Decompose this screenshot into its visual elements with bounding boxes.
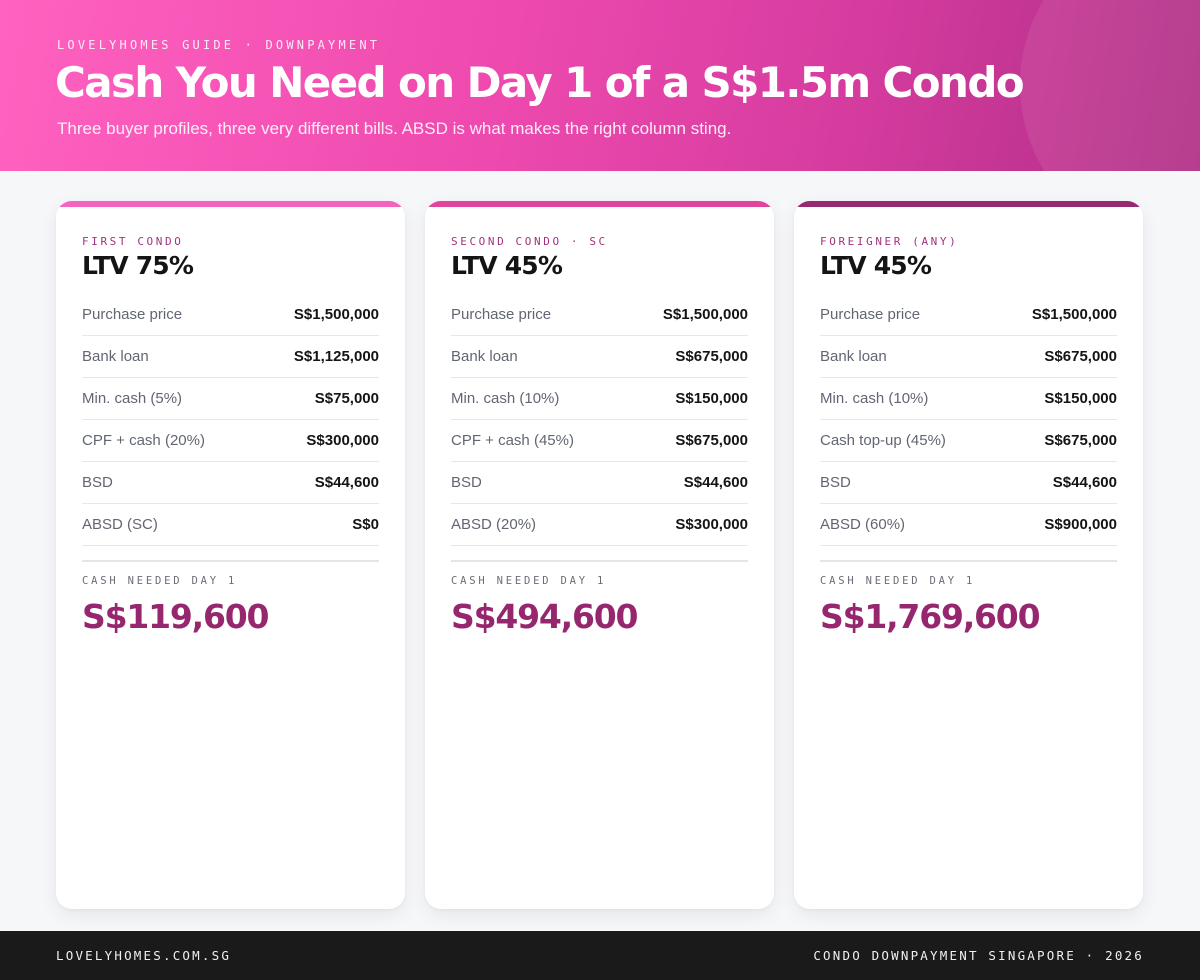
card-tag: SECOND CONDO · SC xyxy=(451,235,608,248)
breakdown-row: CPF + cash (20%) S$300,000 xyxy=(82,420,379,462)
decorative-circle xyxy=(1020,0,1200,171)
row-value: S$1,500,000 xyxy=(662,306,748,323)
row-label: Min. cash (10%) xyxy=(820,390,929,407)
page-title: Cash You Need on Day 1 of a S$1.5m Condo xyxy=(55,58,1025,107)
row-label: ABSD (60%) xyxy=(820,516,906,533)
footer-site-link[interactable]: LOVELYHOMES.COM.SG xyxy=(56,948,232,963)
hero-header: LOVELYHOMES GUIDE · DOWNPAYMENT Cash You… xyxy=(0,0,1200,171)
total-divider xyxy=(451,560,748,562)
breakdown-row: Bank loan S$1,125,000 xyxy=(82,336,379,378)
breakdown-row: BSD S$44,600 xyxy=(451,462,748,504)
row-value: S$675,000 xyxy=(675,432,748,449)
row-value: S$150,000 xyxy=(675,390,748,407)
breakdown-row: ABSD (SC) S$0 xyxy=(82,504,379,546)
header-kicker: LOVELYHOMES GUIDE · DOWNPAYMENT xyxy=(57,38,381,52)
total-value: S$1,769,600 xyxy=(820,597,1041,636)
row-value: S$0 xyxy=(352,516,379,533)
breakdown-row: Min. cash (5%) S$75,000 xyxy=(82,378,379,420)
row-value: S$300,000 xyxy=(675,516,748,533)
row-label: CPF + cash (20%) xyxy=(82,432,205,449)
card-tag: FOREIGNER (ANY) xyxy=(820,235,959,248)
row-label: BSD xyxy=(451,474,482,491)
breakdown-row: Bank loan S$675,000 xyxy=(451,336,748,378)
row-label: Min. cash (5%) xyxy=(82,390,183,407)
row-label: Bank loan xyxy=(451,348,518,365)
row-label: ABSD (SC) xyxy=(82,516,158,533)
total-label: CASH NEEDED DAY 1 xyxy=(451,575,607,587)
breakdown-row: Bank loan S$675,000 xyxy=(820,336,1117,378)
row-value: S$44,600 xyxy=(314,474,379,491)
breakdown-row: Min. cash (10%) S$150,000 xyxy=(820,378,1117,420)
row-value: S$1,500,000 xyxy=(1031,306,1117,323)
card-accent-bar xyxy=(425,201,774,207)
card-accent-bar xyxy=(794,201,1143,207)
breakdown-row: Min. cash (10%) S$150,000 xyxy=(451,378,748,420)
card-ltv: LTV 45% xyxy=(820,251,932,280)
row-label: ABSD (20%) xyxy=(451,516,537,533)
breakdown-row: Cash top-up (45%) S$675,000 xyxy=(820,420,1117,462)
cost-breakdown: Purchase price S$1,500,000 Bank loan S$1,1… xyxy=(82,294,379,546)
row-label: Purchase price xyxy=(451,306,552,323)
breakdown-row: ABSD (20%) S$300,000 xyxy=(451,504,748,546)
row-label: BSD xyxy=(82,474,113,491)
row-value: S$675,000 xyxy=(1044,432,1117,449)
row-label: Min. cash (10%) xyxy=(451,390,560,407)
row-value: S$300,000 xyxy=(306,432,379,449)
total-value: S$494,600 xyxy=(451,597,638,636)
total-divider xyxy=(82,560,379,562)
row-value: S$675,000 xyxy=(675,348,748,365)
row-value: S$1,500,000 xyxy=(293,306,379,323)
card-ltv: LTV 45% xyxy=(451,251,563,280)
breakdown-row: Purchase price S$1,500,000 xyxy=(451,294,748,336)
row-label: Cash top-up (45%) xyxy=(820,432,946,449)
card-foreigner: FOREIGNER (ANY) LTV 45% Purchase price S$… xyxy=(794,201,1143,909)
card-first-condo: FIRST CONDO LTV 75% Purchase price S$1,50… xyxy=(56,201,405,909)
card-accent-bar xyxy=(56,201,405,207)
footer: LOVELYHOMES.COM.SG CONDO DOWNPAYMENT SIN… xyxy=(0,931,1200,980)
row-label: Bank loan xyxy=(820,348,887,365)
total-value: S$119,600 xyxy=(82,597,269,636)
row-label: Purchase price xyxy=(820,306,921,323)
breakdown-row: CPF + cash (45%) S$675,000 xyxy=(451,420,748,462)
row-label: CPF + cash (45%) xyxy=(451,432,574,449)
breakdown-row: ABSD (60%) S$900,000 xyxy=(820,504,1117,546)
row-value: S$150,000 xyxy=(1044,390,1117,407)
row-label: Purchase price xyxy=(82,306,183,323)
row-value: S$900,000 xyxy=(1044,516,1117,533)
total-divider xyxy=(820,560,1117,562)
total-label: CASH NEEDED DAY 1 xyxy=(820,575,976,587)
breakdown-row: Purchase price S$1,500,000 xyxy=(82,294,379,336)
row-label: Bank loan xyxy=(82,348,149,365)
total-label: CASH NEEDED DAY 1 xyxy=(82,575,238,587)
row-value: S$44,600 xyxy=(683,474,748,491)
breakdown-row: BSD S$44,600 xyxy=(82,462,379,504)
row-label: BSD xyxy=(820,474,851,491)
cost-breakdown: Purchase price S$1,500,000 Bank loan S$675… xyxy=(451,294,748,546)
row-value: S$1,125,000 xyxy=(293,348,379,365)
row-value: S$675,000 xyxy=(1044,348,1117,365)
card-ltv: LTV 75% xyxy=(82,251,194,280)
row-value: S$75,000 xyxy=(314,390,379,407)
row-value: S$44,600 xyxy=(1052,474,1117,491)
footer-caption: CONDO DOWNPAYMENT SINGAPORE · 2026 xyxy=(813,948,1144,963)
cost-breakdown: Purchase price S$1,500,000 Bank loan S$675… xyxy=(820,294,1117,546)
breakdown-row: Purchase price S$1,500,000 xyxy=(820,294,1117,336)
card-tag: FIRST CONDO xyxy=(82,235,184,248)
buyer-profile-cards: FIRST CONDO LTV 75% Purchase price S$1,50… xyxy=(56,201,1144,909)
breakdown-row: BSD S$44,600 xyxy=(820,462,1117,504)
page-subtitle: Three buyer profiles, three very differe… xyxy=(57,119,732,138)
card-second-condo: SECOND CONDO · SC LTV 45% Purchase price… xyxy=(425,201,774,909)
